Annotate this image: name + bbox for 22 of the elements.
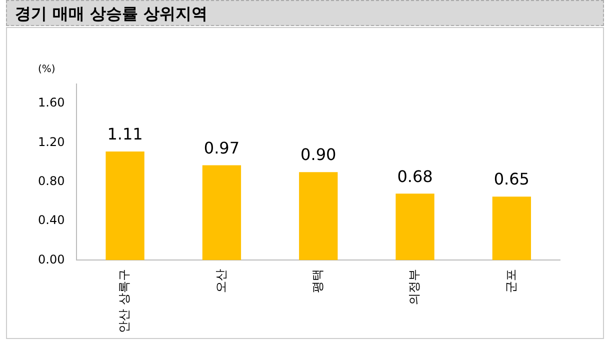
x-tick-label: 평택	[310, 269, 324, 294]
y-axis-title: (%)	[38, 64, 56, 75]
x-tick-label: 군포	[504, 269, 518, 294]
data-label: 1.11	[107, 124, 143, 144]
data-label: 0.90	[300, 145, 336, 164]
bar	[202, 165, 242, 260]
bar	[106, 152, 144, 260]
bar	[396, 194, 434, 260]
x-tick-label: 안산 상록구	[117, 269, 132, 334]
bar	[492, 196, 532, 260]
y-tick-label: 0.40	[38, 213, 65, 228]
y-tick-label: 0.80	[38, 174, 65, 188]
data-label: 0.97	[204, 138, 240, 158]
y-tick-label: 1.20	[38, 134, 65, 149]
x-tick-label: 오산	[214, 269, 228, 294]
data-label: 0.68	[397, 166, 433, 186]
y-tick-label: 1.60	[38, 96, 65, 110]
y-tick-label: 0.00	[38, 252, 65, 266]
chart-title: 경기 매매 상승률 상위지역	[6, 0, 604, 26]
x-tick-label: 의정부	[407, 269, 422, 306]
bar	[299, 172, 338, 260]
data-label: 0.65	[494, 170, 530, 189]
